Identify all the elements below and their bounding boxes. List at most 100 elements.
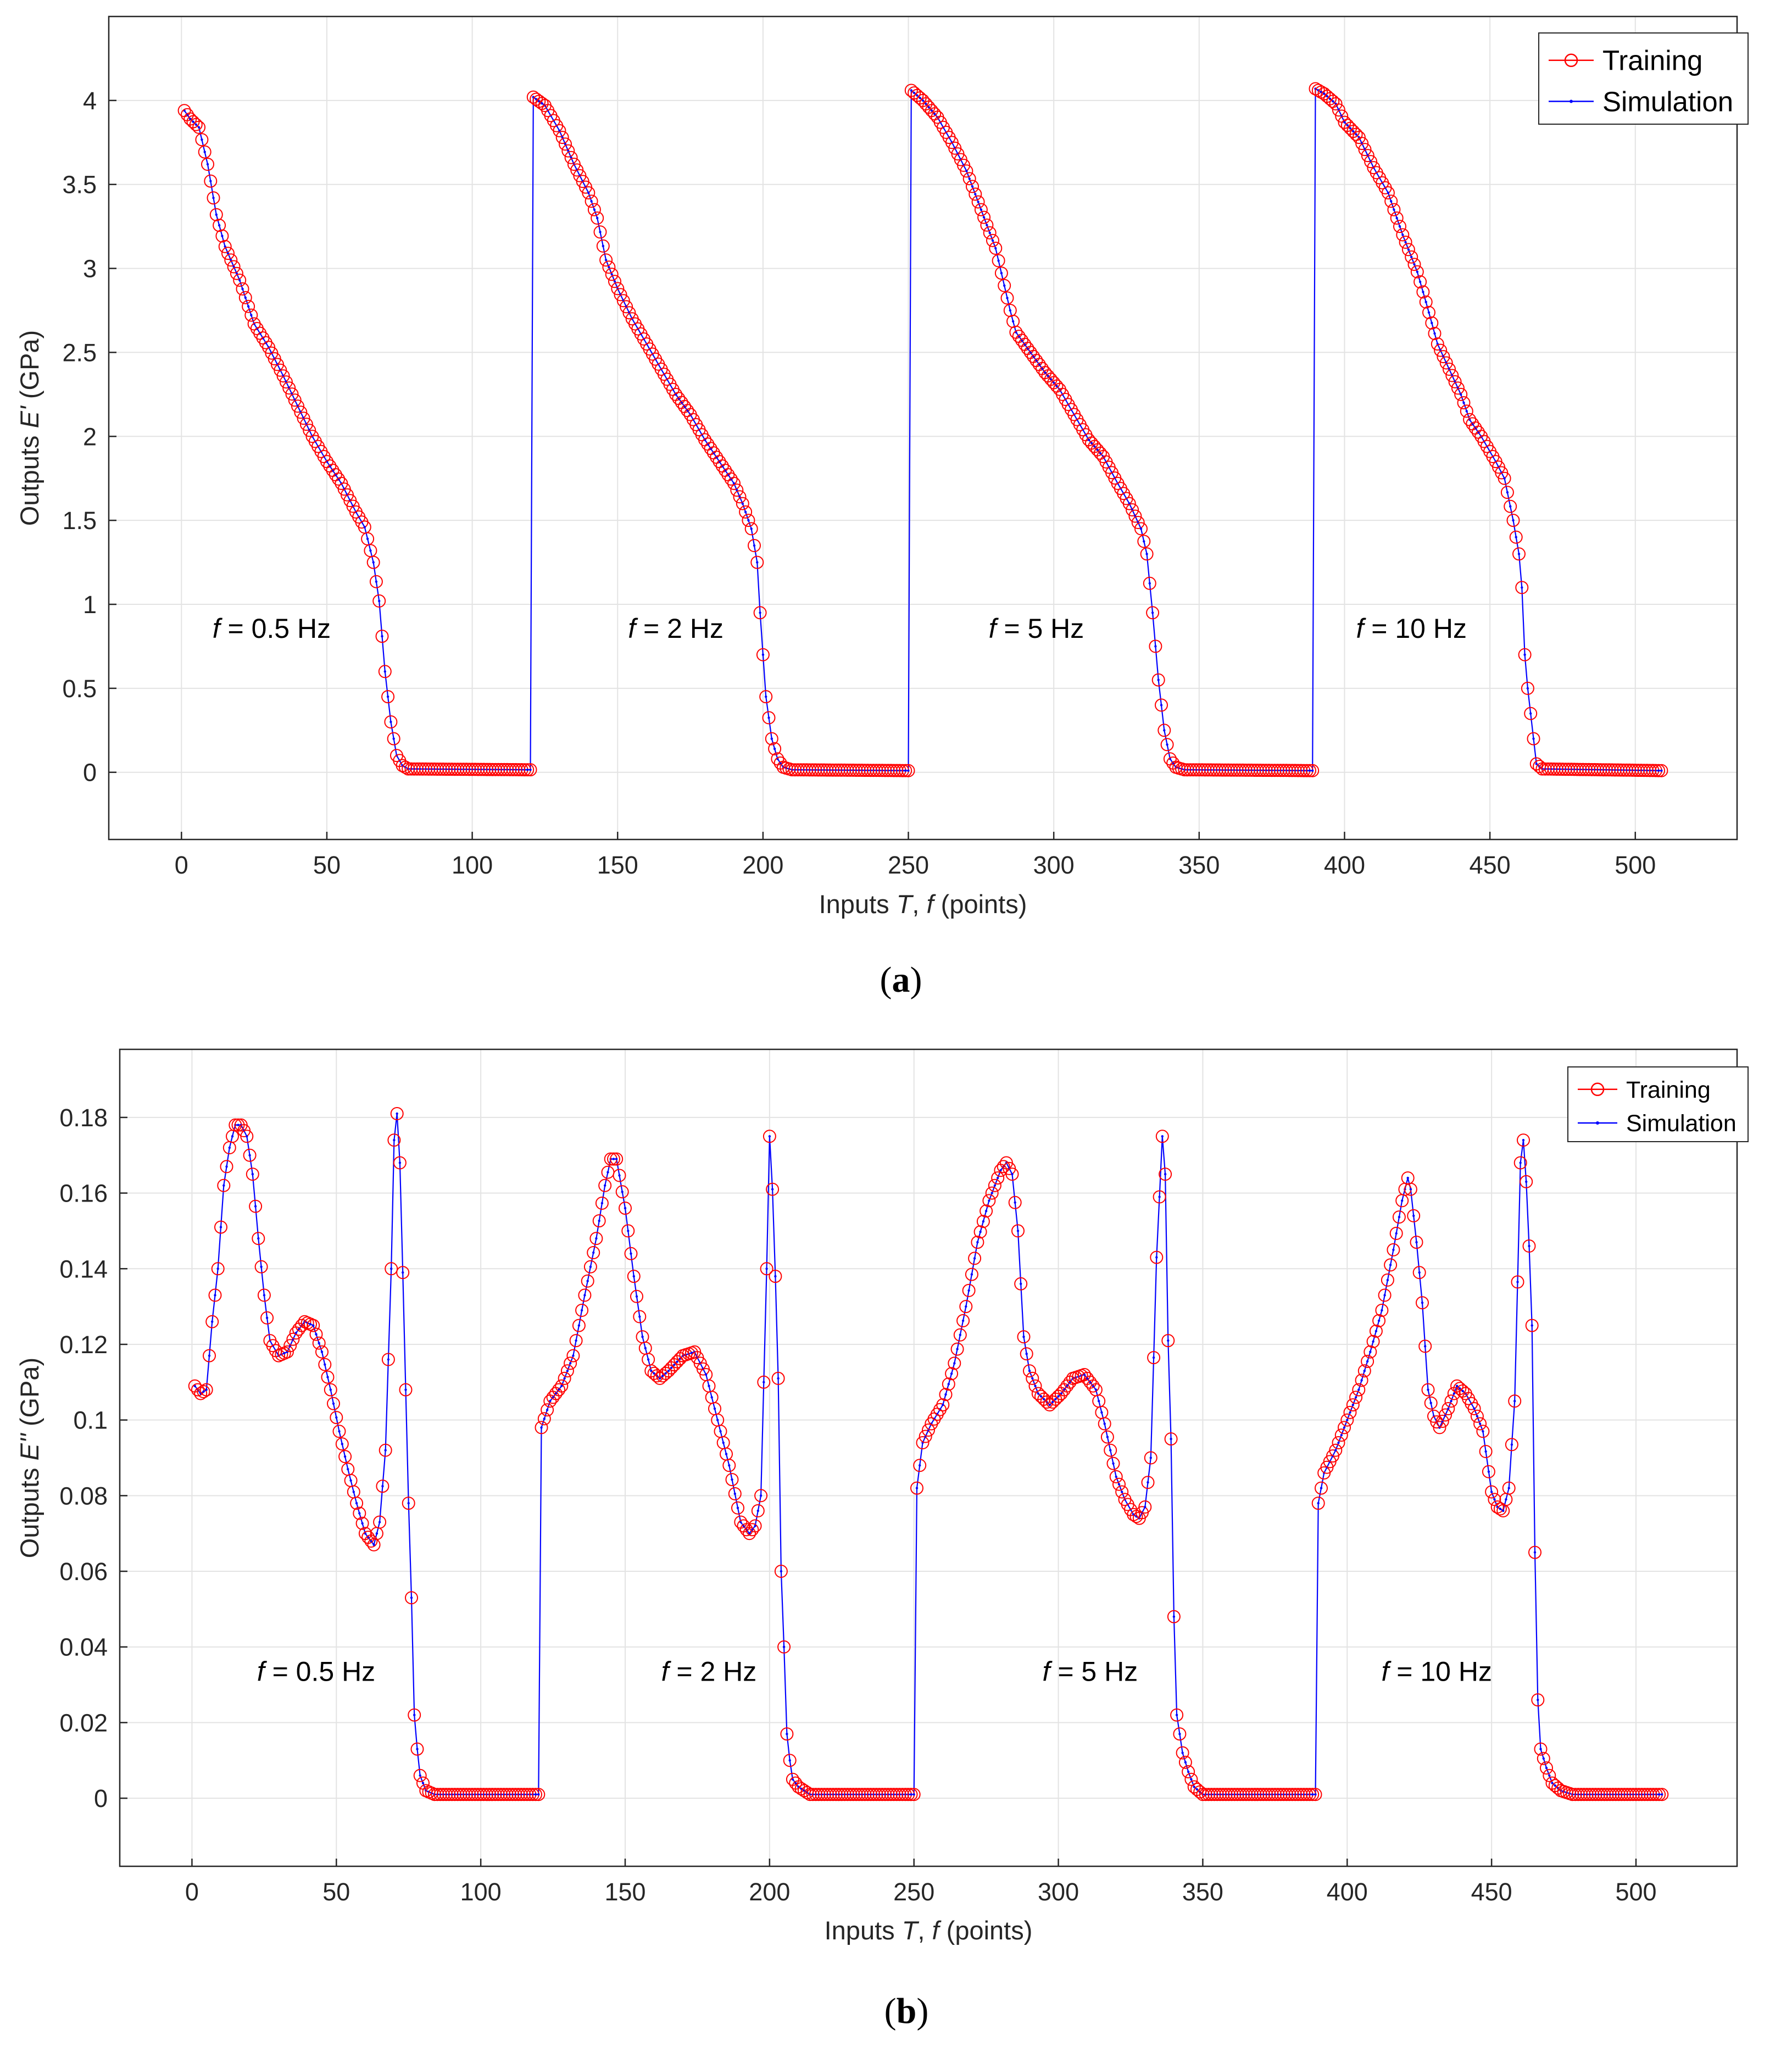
x-tick-label: 350	[1178, 851, 1220, 879]
simulation-point	[1418, 1271, 1421, 1274]
training-marker	[1421, 1383, 1435, 1397]
simulation-point	[1352, 130, 1355, 133]
simulation-point	[604, 259, 608, 262]
training-marker	[189, 118, 203, 131]
training-marker	[1471, 425, 1485, 439]
training-marker	[217, 1178, 231, 1192]
training-marker	[1433, 1421, 1446, 1434]
simulation-point	[583, 1294, 586, 1297]
simulation-point	[1512, 519, 1515, 522]
training-marker	[982, 1194, 996, 1208]
training-marker	[575, 1304, 589, 1317]
simulation-point	[974, 193, 977, 196]
training-marker	[974, 203, 988, 216]
panel-caption-letter: a	[892, 960, 910, 1000]
training-marker	[227, 260, 241, 274]
training-marker	[393, 1156, 407, 1170]
training-marker	[591, 211, 604, 225]
y-axis-label-var: E''	[15, 1432, 44, 1460]
simulation-point	[1415, 1241, 1418, 1244]
simulation-point	[927, 105, 930, 109]
training-markers	[188, 1107, 1669, 1801]
simulation-point	[1164, 1173, 1167, 1176]
simulation-point	[1535, 763, 1538, 765]
training-marker	[997, 1160, 1010, 1174]
training-marker	[315, 1345, 329, 1359]
training-marker	[1017, 1330, 1031, 1344]
training-marker	[1159, 1167, 1172, 1181]
training-marker	[338, 1450, 352, 1464]
training-marker	[529, 1788, 542, 1801]
simulation-point	[1398, 225, 1401, 228]
y-tick-label: 3	[83, 255, 97, 283]
training-marker	[209, 208, 223, 221]
training-marker	[236, 282, 249, 296]
training-marker	[1005, 1167, 1019, 1181]
simulation-point	[332, 1402, 335, 1405]
simulation-point	[756, 561, 759, 564]
simulation-point	[786, 1732, 788, 1736]
simulation-point	[1395, 216, 1398, 220]
simulation-point	[1503, 477, 1506, 480]
training-marker	[1396, 228, 1410, 242]
simulation-point	[713, 1407, 716, 1410]
simulation-point	[780, 1570, 783, 1573]
simulation-point	[782, 1645, 786, 1648]
simulation-point	[1151, 611, 1154, 614]
simulation-point	[1517, 553, 1521, 555]
training-marker	[252, 1232, 265, 1245]
simulation-point	[410, 1597, 413, 1599]
series-group	[177, 82, 1668, 777]
training-marker	[332, 1425, 346, 1438]
simulation-point	[203, 151, 206, 153]
training-marker	[564, 151, 578, 164]
training-marker	[376, 1480, 389, 1493]
x-tick-label: 400	[1324, 851, 1365, 879]
simulation-point	[1369, 1350, 1372, 1353]
simulation-point	[632, 1275, 636, 1278]
y-axis-label-suffix: (GPa)	[15, 330, 44, 406]
y-axis-label-prefix: Outputs	[15, 429, 44, 526]
training-marker	[201, 158, 214, 171]
training-marker	[288, 393, 302, 407]
plot-frame	[119, 1048, 1738, 1867]
simulation-point	[910, 89, 913, 92]
training-marker	[1303, 764, 1316, 777]
x-tick-label: 450	[1471, 1878, 1512, 1906]
training-marker	[1306, 1788, 1320, 1801]
simulation-point	[773, 747, 776, 750]
training-marker	[1479, 1445, 1493, 1458]
simulation-point	[1166, 743, 1168, 746]
training-marker	[730, 483, 744, 497]
y-axis-label: Outputs E'' (GPa)	[15, 1358, 44, 1558]
training-marker	[1349, 1391, 1363, 1404]
training-marker	[1109, 1470, 1123, 1483]
simulation-line	[194, 1113, 1662, 1795]
training-marker	[962, 172, 976, 186]
grid	[109, 16, 1737, 839]
simulation-point	[610, 273, 613, 276]
simulation-point	[1000, 271, 1003, 275]
simulation-point	[540, 1426, 543, 1429]
training-marker	[1410, 1236, 1423, 1249]
simulation-point	[921, 99, 925, 102]
training-marker	[581, 1274, 594, 1288]
simulation-point	[1163, 729, 1166, 732]
training-marker	[1375, 1304, 1389, 1317]
training-marker	[1399, 235, 1412, 249]
panel-caption: (b)	[884, 1991, 929, 2031]
simulation-point	[1525, 1180, 1528, 1183]
training-marker	[1381, 1273, 1394, 1287]
training-marker	[1511, 1275, 1524, 1289]
simulation-point	[1323, 92, 1326, 95]
simulation-point	[1383, 1294, 1386, 1297]
simulation-point	[202, 1390, 205, 1393]
simulation-point	[765, 1267, 768, 1270]
simulation-point	[728, 1464, 731, 1467]
training-marker	[521, 763, 535, 777]
simulation-point	[375, 580, 378, 583]
training-marker	[244, 308, 258, 322]
training-marker	[983, 226, 997, 240]
training-marker	[1443, 363, 1456, 376]
